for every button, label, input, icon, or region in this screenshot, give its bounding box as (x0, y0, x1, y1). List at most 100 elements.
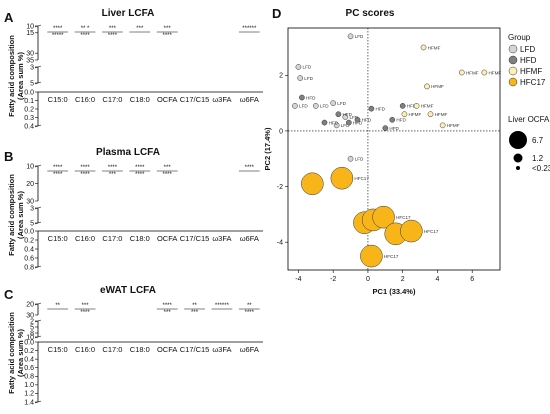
point-label: LFD (299, 104, 308, 109)
score-point (413, 103, 420, 109)
legend: Group LFD HFD HFMF HFC17 Liver OCFA 6.7 1.2<0.2… (508, 33, 550, 173)
score-point (297, 75, 304, 81)
score-point (372, 205, 395, 229)
axis-break-mark (34, 124, 42, 128)
significance-label: **** (108, 33, 118, 39)
legend-label: HFD (520, 56, 537, 65)
y-tick-label: 10 (26, 334, 34, 341)
significance-label: **** (163, 303, 173, 309)
significance-label: **** (135, 165, 145, 171)
point-label: HFC17 (384, 254, 399, 259)
legend-swatch (508, 55, 518, 65)
point-label: LFD (337, 101, 346, 106)
x-tick-label: ω6FA (240, 95, 259, 104)
significance-label: **** (163, 172, 173, 178)
score-point (333, 122, 340, 129)
x-tick-label: C17/C15 (180, 95, 210, 104)
x-tick-label: C16:0 (75, 234, 95, 243)
significance-label: ** (247, 303, 252, 309)
significance-label: **** (53, 26, 63, 32)
x-tick-label: C15:0 (48, 345, 68, 354)
significance-label: *** (191, 310, 199, 316)
y-tick-label: 0.6 (24, 365, 34, 372)
y-tick-label: 5 (30, 324, 34, 331)
axis-break-mark (34, 265, 42, 269)
y-tick-label: 2 (30, 318, 34, 325)
point-label: LFD (303, 65, 312, 70)
point-label: HFMF (428, 45, 441, 50)
y-tick-label: 1.4 (24, 399, 34, 406)
legend-swatch (508, 77, 518, 87)
panel-letter: D (272, 6, 281, 21)
x-tick-label: ω3FA (212, 234, 231, 243)
pca-panel: D PC scores -4 -2 0 2 4 6 -4 -2 0 2 PC1 (33.4%) PC2 (… (263, 6, 550, 296)
significance-label: **** (53, 165, 63, 171)
y-tick-label: 1.2 (24, 391, 34, 398)
x-tick-label: ω3FA (212, 345, 231, 354)
y-tick-label: -4 (277, 240, 283, 247)
y-axis-label-line-2: (Area sum %) (16, 191, 25, 239)
point-label: LFD (355, 34, 364, 39)
y-tick-label: 35 (26, 57, 34, 64)
score-point (420, 44, 427, 51)
significance-label: ****** (242, 26, 257, 32)
point-label: HFMF (421, 104, 434, 109)
significance-label: *** (109, 172, 117, 178)
significance-label: *** (164, 310, 172, 316)
y-axis-label-line-1: Fatty acid composition (7, 35, 16, 117)
panel-a: A Liver LCFA Fatty acid composition (Area s… (4, 8, 263, 130)
y-axis-label-line-2: (Area sum %) (16, 52, 25, 100)
y-tick-label: 3 (30, 205, 34, 212)
significance-label: **** (80, 310, 90, 316)
axis-break-mark (34, 302, 42, 306)
size-legend-marker (513, 153, 523, 163)
point-label: HFMF (466, 70, 479, 75)
point-label: HFMF (431, 84, 444, 89)
significance-label: **** (80, 165, 90, 171)
point-label: HFD (389, 126, 399, 131)
score-point (481, 69, 488, 76)
significance-label: *** (136, 26, 144, 32)
significance-label: **** (245, 165, 255, 171)
y-tick-label: -2 (277, 184, 283, 191)
panel-title: PC scores (346, 8, 395, 19)
x-tick-label: OCFA (157, 345, 177, 354)
score-point (301, 172, 324, 196)
y-axis-label: PC2 (17.4%) (263, 127, 272, 170)
score-point (368, 105, 375, 112)
y-tick-label: 2 (279, 73, 283, 80)
y-tick-label: 5 (30, 220, 34, 227)
y-tick-label: 10 (26, 163, 34, 170)
axis-break-mark (34, 400, 42, 404)
y-tick-label: 0.8 (24, 374, 34, 381)
score-point (424, 83, 430, 90)
y-axis-label-line-1: Fatty acid composition (7, 312, 16, 394)
axis-break-mark (34, 221, 42, 225)
point-label: LFD (355, 157, 364, 162)
significance-label: **** (135, 172, 145, 178)
x-tick-label: 2 (401, 276, 405, 283)
size-legend-marker (516, 166, 520, 170)
score-point (312, 103, 319, 109)
y-tick-label: 20 (26, 301, 34, 308)
y-tick-label: 0.3 (24, 115, 34, 122)
significance-label: ** (192, 303, 197, 309)
x-tick-label: C17:0 (102, 234, 122, 243)
score-point (439, 122, 446, 129)
point-label: HFD (376, 106, 386, 111)
panel-title: eWAT LCFA (100, 285, 156, 296)
score-point (292, 103, 298, 109)
x-tick-label: C17:0 (102, 95, 122, 104)
size-legend-label: <0.23 (532, 164, 550, 173)
significance-label: **** (80, 172, 90, 178)
y-axis-label: Fatty acid composition (Area sum %) (7, 35, 25, 117)
y-tick-label: 10 (26, 23, 34, 30)
x-tick-label: C17:0 (102, 345, 122, 354)
size-legend-marker (509, 131, 527, 149)
significance-label: *** (164, 26, 172, 32)
y-tick-label: 0.4 (24, 356, 34, 363)
axis-break-mark (34, 206, 42, 210)
x-tick-label: C16:0 (75, 345, 95, 354)
